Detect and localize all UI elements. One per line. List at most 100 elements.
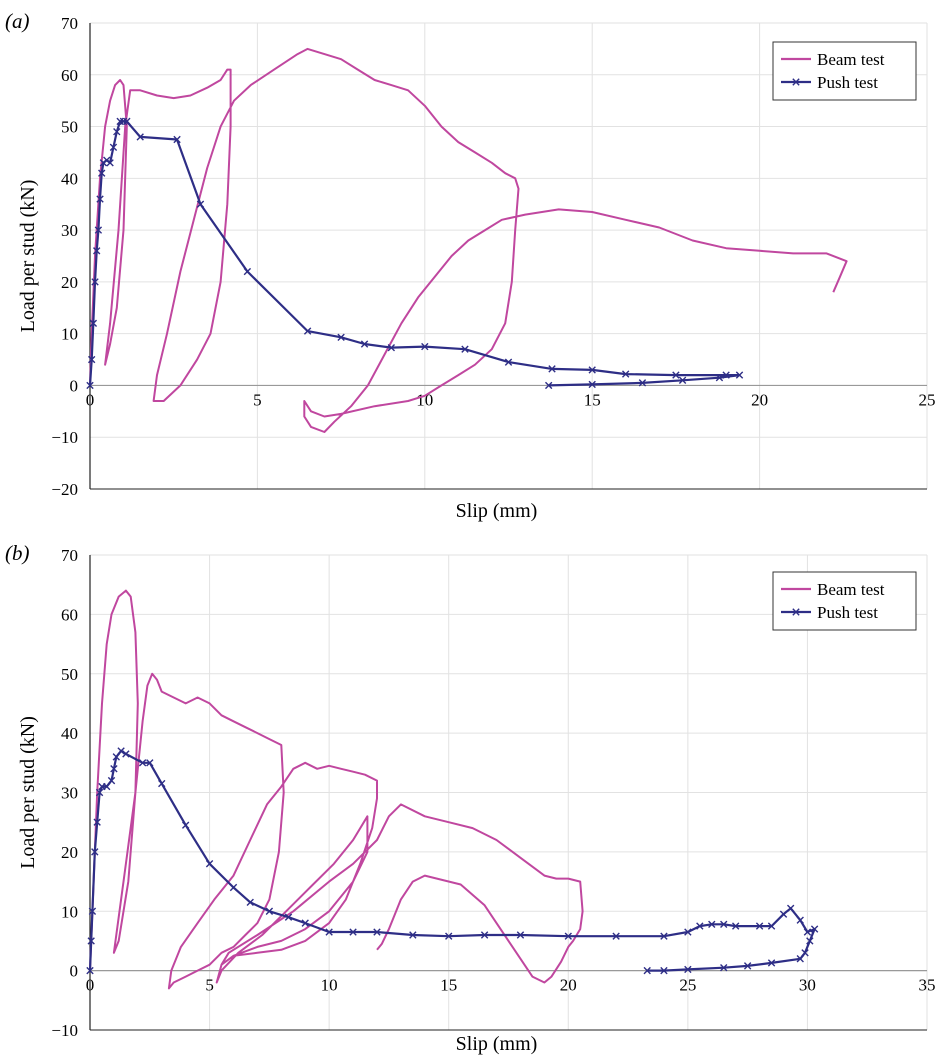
- push-test-point: [103, 782, 111, 791]
- legend-label-push: Push test: [817, 603, 878, 622]
- y-tick-label: 20: [61, 273, 78, 292]
- x-tick-label: 25: [679, 976, 696, 995]
- push-test-point: [715, 373, 724, 382]
- push-test-point: [588, 366, 596, 374]
- legend-label-push: Push test: [817, 73, 878, 92]
- push-test-point: [779, 910, 788, 918]
- push-test-point: [303, 327, 312, 335]
- y-tick-label: 50: [61, 118, 78, 137]
- push-test-point: [373, 928, 381, 936]
- push-test-point: [86, 966, 94, 975]
- push-test-point: [421, 342, 429, 351]
- push-test-point: [349, 928, 357, 936]
- push-test-point: [243, 267, 252, 276]
- push-test-point: [755, 922, 764, 930]
- push-test-point: [796, 916, 804, 924]
- push-test-point: [803, 928, 812, 936]
- y-axis-title: Load per stud (kN): [17, 716, 39, 869]
- push-test-point: [86, 381, 94, 390]
- push-test-point: [91, 848, 99, 856]
- push-test-point: [158, 779, 166, 788]
- push-test-point: [110, 765, 118, 773]
- push-test-point: [89, 319, 98, 328]
- push-test-point: [612, 932, 620, 940]
- push-test-point: [548, 365, 556, 373]
- push-test-point: [337, 333, 345, 341]
- x-axis-title: Slip (mm): [456, 1033, 538, 1055]
- x-tick-label: 20: [560, 976, 577, 995]
- push-test-line: [88, 749, 816, 972]
- y-tick-label: −20: [51, 480, 78, 499]
- push-test-point: [638, 379, 647, 387]
- push-test-point: [98, 169, 106, 177]
- legend-box: [772, 41, 917, 101]
- push-test-point: [106, 159, 114, 167]
- push-test-point: [95, 788, 104, 797]
- push-test-point: [181, 821, 190, 829]
- panel-label: (b): [5, 541, 30, 565]
- push-test-point: [87, 937, 95, 945]
- push-test-point: [112, 753, 121, 761]
- push-test-point: [504, 358, 513, 366]
- push-test-point: [720, 963, 728, 972]
- push-test-point: [88, 907, 97, 915]
- push-test-point: [246, 898, 254, 907]
- x-tick-label: 5: [253, 390, 262, 409]
- push-test-point: [265, 907, 274, 915]
- panel-label: (a): [5, 9, 30, 33]
- y-tick-label: 30: [61, 784, 78, 803]
- beam-test-line: [89, 47, 848, 433]
- push-test-point: [113, 128, 121, 136]
- push-test-point: [796, 955, 804, 963]
- y-tick-label: 20: [61, 843, 78, 862]
- y-axis-title: Load per stud (kN): [17, 180, 39, 333]
- y-tick-label: 40: [61, 724, 78, 743]
- push-test-point: [801, 949, 809, 957]
- push-test-point: [696, 922, 704, 930]
- y-tick-label: 0: [70, 376, 79, 395]
- chart-panel-a: 0 5 10 15 20 25 −20 −10 0 10 20 30 40 50 60 70 Slip (mm)…: [5, 9, 936, 522]
- legend-marker: [792, 78, 800, 86]
- push-test-point: [461, 345, 469, 353]
- push-test-point: [743, 962, 752, 970]
- legend: Beam test Push test: [772, 41, 917, 101]
- push-test-point: [96, 195, 104, 203]
- x-tick-label: 0: [86, 390, 95, 409]
- legend-box: [772, 571, 917, 631]
- y-tick-label: 10: [61, 902, 78, 921]
- push-test-point: [117, 747, 125, 755]
- push-test-point: [767, 922, 776, 930]
- legend: Beam test Push test: [772, 571, 917, 631]
- y-tick-label: −10: [51, 428, 78, 447]
- x-tick-label: 30: [799, 976, 816, 995]
- x-tick-label: 20: [751, 390, 768, 409]
- x-tick-label: 10: [321, 976, 338, 995]
- push-test-point: [387, 343, 396, 352]
- chart-panel-b: 0 5 10 15 20 25 30 35 −10 0 10 20 30 40 50 60 70 Slip (mm…: [5, 541, 936, 1055]
- push-test-point: [660, 932, 668, 940]
- x-tick-label: 35: [919, 976, 936, 995]
- push-test-point: [544, 381, 553, 390]
- push-test-point: [445, 932, 453, 940]
- x-tick-label: 15: [440, 976, 457, 995]
- push-test-point: [93, 818, 101, 826]
- y-tick-label: 70: [61, 14, 78, 33]
- push-test-point: [722, 371, 730, 379]
- push-test-point: [229, 883, 238, 892]
- push-test-point: [810, 925, 819, 933]
- legend-marker: [792, 608, 800, 616]
- y-tick-label: 60: [61, 66, 78, 85]
- push-test-point: [806, 937, 814, 945]
- x-tick-label: 0: [86, 976, 95, 995]
- push-test-point: [564, 932, 572, 940]
- x-axis-title: Slip (mm): [456, 500, 538, 522]
- push-test-point: [138, 759, 147, 767]
- beam-test-line: [89, 589, 584, 990]
- x-tick-label: 10: [416, 390, 433, 409]
- y-tick-label: 60: [61, 605, 78, 624]
- push-test-point: [786, 904, 795, 912]
- push-test-point: [136, 133, 144, 141]
- push-test-point: [93, 247, 101, 255]
- legend-label-beam: Beam test: [817, 580, 885, 599]
